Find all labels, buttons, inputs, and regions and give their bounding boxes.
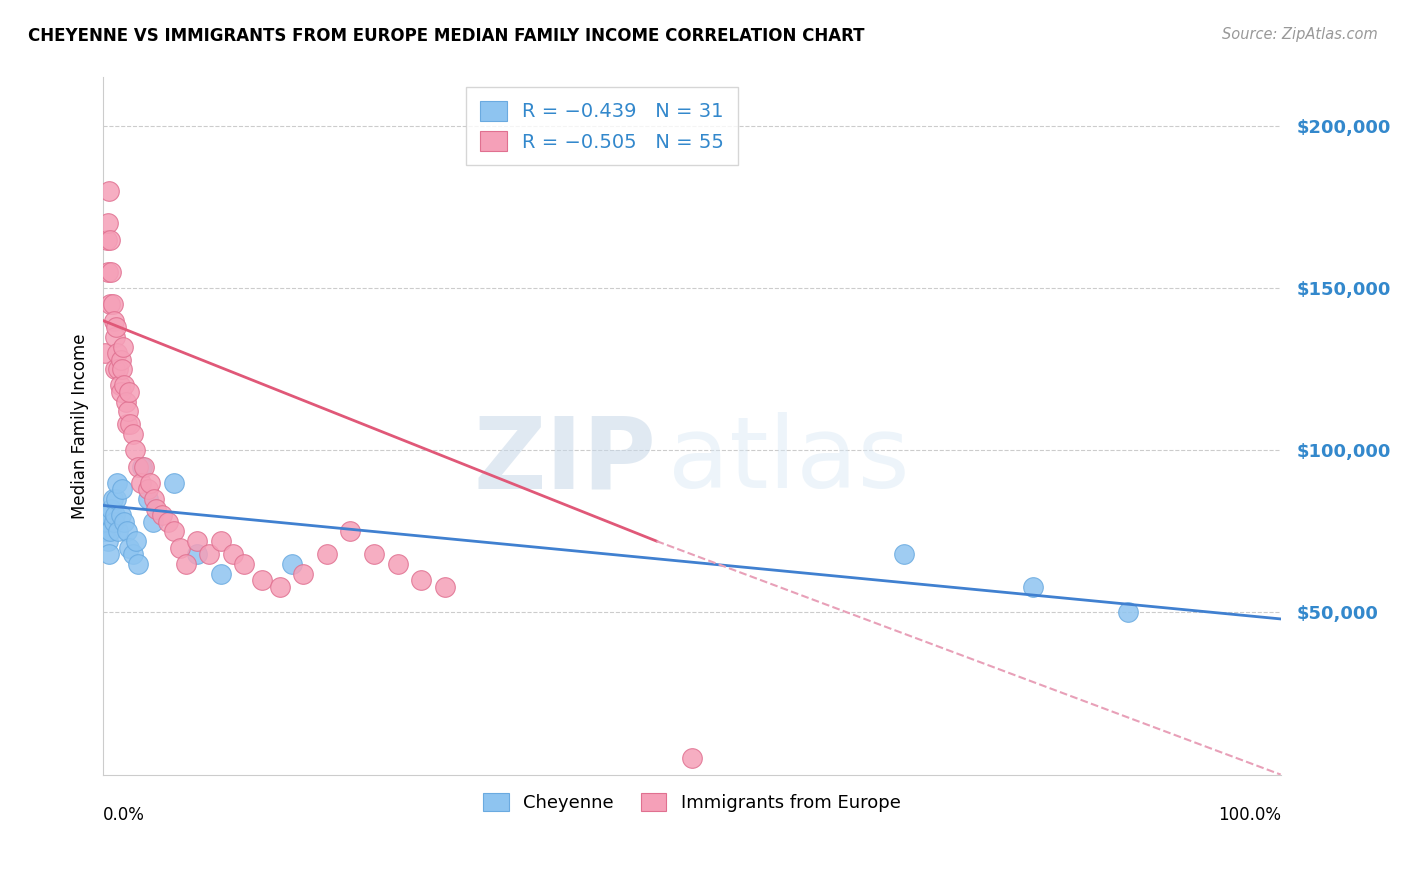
Point (103, 515, 125, 529)
Point (112, 378, 135, 392)
Point (121, 547, 143, 561)
Point (118, 384, 141, 399)
Point (104, 362, 127, 376)
Point (186, 534, 208, 549)
Point (98, 524, 121, 539)
Point (100, 501, 122, 516)
Point (269, 580, 291, 594)
Point (186, 547, 208, 561)
Point (124, 443, 146, 458)
Point (98, 233, 121, 247)
Point (125, 534, 148, 549)
Point (101, 491, 124, 506)
Legend: Cheyenne, Immigrants from Europe: Cheyenne, Immigrants from Europe (474, 784, 910, 822)
Point (250, 573, 273, 587)
Point (409, 573, 432, 587)
Point (98, 508, 121, 523)
Text: atlas: atlas (668, 412, 910, 509)
Point (112, 340, 135, 354)
Point (131, 459, 153, 474)
Point (104, 330, 127, 344)
Point (233, 557, 256, 571)
Point (221, 547, 243, 561)
Point (94, 346, 117, 360)
Point (105, 320, 128, 334)
Point (110, 384, 132, 399)
Point (115, 524, 138, 539)
Point (112, 515, 135, 529)
Point (134, 459, 156, 474)
Point (209, 534, 232, 549)
Point (142, 491, 165, 506)
Point (145, 501, 167, 516)
Point (98, 297, 121, 311)
Point (127, 459, 149, 474)
Point (105, 475, 128, 490)
Point (150, 508, 173, 523)
Point (1022, 580, 1045, 594)
Point (117, 404, 139, 418)
Point (120, 417, 142, 432)
Point (110, 508, 132, 523)
Point (118, 541, 141, 555)
Point (163, 524, 186, 539)
Point (163, 475, 186, 490)
Point (174, 557, 197, 571)
Point (100, 265, 122, 279)
Point (363, 547, 385, 561)
Point (169, 541, 191, 555)
Point (292, 566, 315, 581)
Point (97, 265, 120, 279)
Point (209, 566, 232, 581)
Point (893, 547, 915, 561)
Point (96, 233, 118, 247)
Point (107, 524, 129, 539)
Y-axis label: Median Family Income: Median Family Income (72, 334, 89, 519)
Point (681, 751, 703, 765)
Point (198, 547, 221, 561)
Point (1116, 606, 1139, 620)
Point (114, 394, 136, 409)
Point (97, 216, 120, 230)
Point (98, 184, 121, 198)
Point (136, 491, 159, 506)
Point (98, 547, 121, 561)
Point (101, 297, 124, 311)
Point (156, 515, 179, 529)
Point (103, 313, 125, 327)
Point (142, 515, 165, 529)
Text: 100.0%: 100.0% (1218, 806, 1281, 824)
Point (115, 417, 138, 432)
Point (108, 378, 131, 392)
Point (127, 557, 149, 571)
Point (111, 482, 134, 496)
Point (110, 352, 132, 367)
Text: Source: ZipAtlas.com: Source: ZipAtlas.com (1222, 27, 1378, 42)
Point (104, 508, 127, 523)
Point (387, 557, 409, 571)
Point (129, 475, 152, 490)
Point (139, 475, 162, 490)
Point (111, 362, 134, 376)
Text: CHEYENNE VS IMMIGRANTS FROM EUROPE MEDIAN FAMILY INCOME CORRELATION CHART: CHEYENNE VS IMMIGRANTS FROM EUROPE MEDIA… (28, 27, 865, 45)
Point (280, 557, 302, 571)
Point (105, 346, 128, 360)
Point (315, 547, 337, 561)
Point (105, 491, 128, 506)
Point (96, 515, 118, 529)
Point (97, 534, 120, 549)
Text: ZIP: ZIP (474, 412, 657, 509)
Point (121, 427, 143, 442)
Point (433, 580, 456, 594)
Text: 0.0%: 0.0% (103, 806, 145, 824)
Point (94, 524, 117, 539)
Point (136, 482, 159, 496)
Point (339, 524, 361, 539)
Point (107, 362, 129, 376)
